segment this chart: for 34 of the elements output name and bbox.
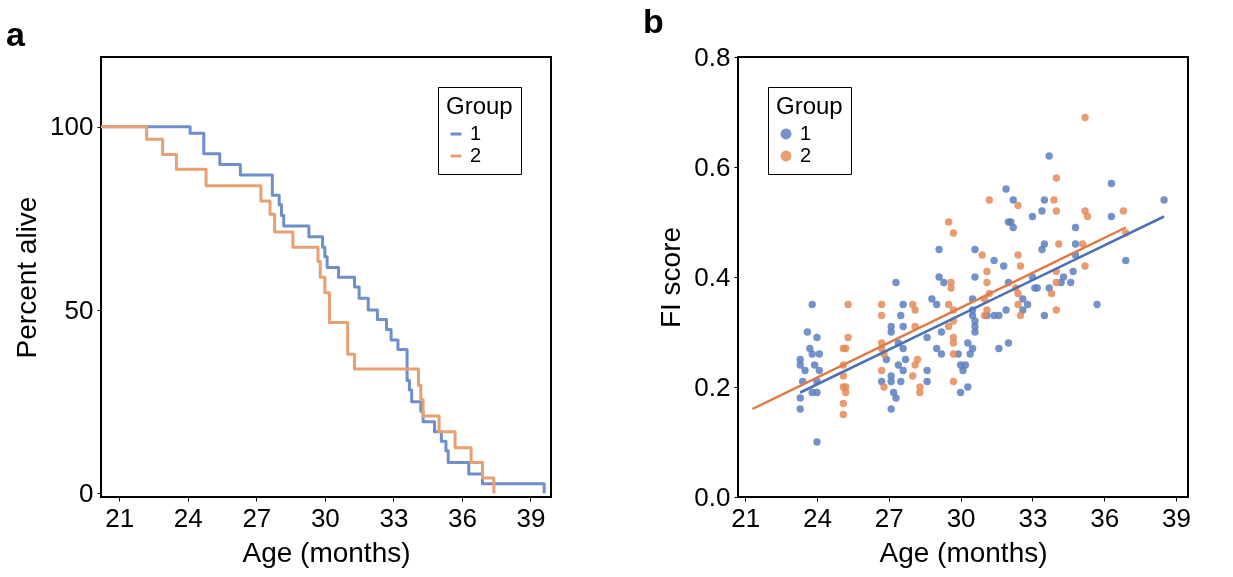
x-tick-label: 24 bbox=[803, 502, 832, 533]
y-tick-label: 0.0 bbox=[694, 481, 731, 512]
y-tick-label: 0.6 bbox=[694, 151, 731, 182]
y-axis-title: FI score bbox=[655, 226, 687, 329]
y-tick-label: 0.8 bbox=[694, 41, 731, 72]
legend-label: 1 bbox=[470, 122, 482, 144]
x-tick-label: 33 bbox=[1018, 502, 1048, 533]
x-axis-title: Age (months) bbox=[879, 536, 1048, 568]
y-tick-label: 100 bbox=[50, 111, 94, 142]
x-tick-label: 27 bbox=[242, 502, 272, 533]
x-axis-title: Age (months) bbox=[242, 536, 411, 568]
legend-label: 2 bbox=[800, 144, 812, 166]
x-tick-label: 24 bbox=[173, 502, 203, 533]
x-tick-label: 27 bbox=[874, 502, 904, 533]
y-tick-label: 50 bbox=[64, 294, 94, 325]
x-tick-label: 33 bbox=[379, 502, 409, 533]
chart-title: a bbox=[6, 15, 26, 53]
legend-label: 2 bbox=[470, 144, 482, 166]
chart-title: b bbox=[643, 2, 664, 40]
legend-title: Group bbox=[776, 92, 843, 119]
x-tick-label: 39 bbox=[516, 502, 546, 533]
y-tick-label: 0.4 bbox=[694, 261, 731, 292]
legend-label: 1 bbox=[800, 122, 812, 144]
x-tick-label: 30 bbox=[946, 502, 976, 533]
x-tick-label: 39 bbox=[1162, 502, 1191, 533]
x-tick-label: 21 bbox=[731, 502, 761, 533]
y-tick-label: 0.2 bbox=[694, 371, 731, 402]
x-tick-label: 21 bbox=[105, 502, 135, 533]
x-tick-label: 36 bbox=[1090, 502, 1120, 533]
x-tick-label: 36 bbox=[447, 502, 477, 533]
x-tick-label: 30 bbox=[310, 502, 340, 533]
y-tick-label: 0 bbox=[79, 477, 94, 508]
legend-title: Group bbox=[446, 92, 513, 119]
y-axis-title: Percent alive bbox=[11, 196, 43, 359]
